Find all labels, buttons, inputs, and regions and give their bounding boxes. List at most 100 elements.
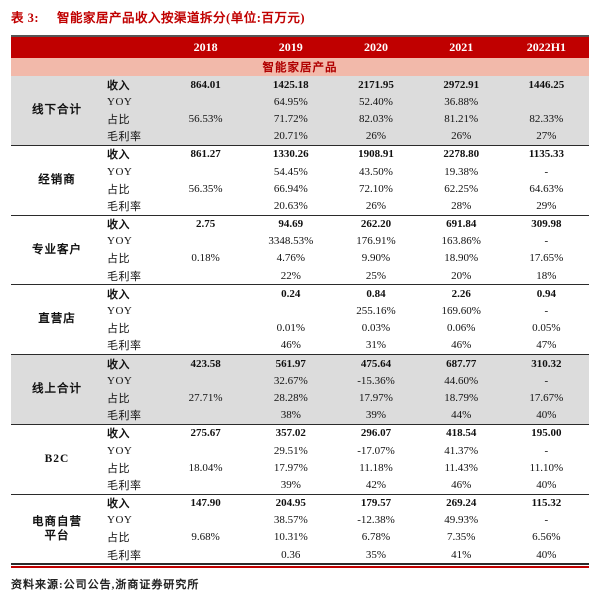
value-cell: 38.57% [273,514,308,527]
value-cell: 179.57 [360,497,392,510]
table-bottom-rule-red [11,566,589,569]
value-cell: 2278.80 [443,148,480,161]
value-cell: 71.72% [273,112,308,125]
year-header-2019: 2019 [278,40,303,54]
year-header-2020: 2020 [363,40,388,54]
value-cell: 864.01 [190,78,221,91]
value-cell [163,93,248,110]
year-header-row: 2018 2019 2020 2021 2022H1 [11,37,589,58]
value-cell: - [544,235,549,248]
table-bottom-rule-gap [11,565,589,567]
group-label: 专业客户 [11,216,103,285]
value-cell: 475.64 [360,357,392,370]
value-cell: 0.05% [532,322,561,335]
value-cell [163,128,248,145]
channel-group: B2C 收入 275.67 357.02 296.07 418.54 195.00 YOY 29… [11,423,589,494]
value-cell: 46% [451,339,472,352]
value-cell: 0.84 [366,287,386,300]
value-cell: 40% [536,548,557,561]
group-label-text: 电商自营平台 [32,515,82,542]
metric-label: YOY [107,444,133,457]
value-cell: 46% [280,339,301,352]
value-cell: 56.35% [188,182,223,195]
value-cell [163,197,248,214]
value-cell: 176.91% [356,235,396,248]
metric-label: YOY [107,514,133,527]
group-label-text: 专业客户 [32,243,82,256]
value-cell [163,302,248,319]
value-cell: 18.04% [188,461,223,474]
metric-label: 收入 [107,149,130,162]
value-cell: 20.63% [273,199,308,212]
value-cell: 1908.91 [358,148,394,161]
value-cell: - [544,305,549,318]
value-cell: 66.94% [273,182,308,195]
value-cell: 1330.26 [272,148,309,161]
value-cell: 27.71% [188,391,223,404]
value-cell: 1135.33 [528,148,564,161]
value-cell [163,442,248,459]
value-cell: 195.00 [531,427,562,440]
value-cell: 28% [451,199,472,212]
value-cell: 6.78% [361,531,391,544]
value-cell: 0.01% [276,322,305,335]
value-cell: 1425.18 [272,78,309,91]
table-body: 线下合计 收入 864.01 1425.18 2171.95 2972.91 1446.25… [11,76,589,563]
metric-label: 占比 [107,253,130,266]
year-header-2021: 2021 [449,40,474,54]
metric-label: YOY [107,165,133,178]
value-cell: 52.40% [359,95,393,108]
value-cell: 3348.53% [268,235,314,248]
metric-label: 收入 [107,219,130,232]
group-label-text: 经销商 [38,173,76,186]
group-label: 线下合计 [11,76,103,145]
value-cell: 310.32 [531,357,562,370]
value-cell: 11.43% [444,461,478,474]
value-cell: 275.67 [190,427,221,440]
value-cell: 49.93% [444,514,479,527]
value-cell: 82.03% [359,112,393,125]
value-cell: 0.24 [281,287,301,300]
value-cell [163,233,248,250]
value-cell: 0.94 [536,287,557,300]
value-cell [248,302,333,319]
value-cell: 42% [365,478,387,491]
value-cell: 40% [536,409,557,422]
channel-group: 直营店 收入 0.24 0.84 2.26 0.94 YOY 255.16% 169.60% - 占… [11,284,589,354]
group-label: B2C [11,425,103,494]
value-cell: 9.68% [191,531,220,544]
value-cell: 357.02 [275,427,306,440]
value-cell: 41% [451,548,472,561]
value-cell: 29.51% [273,444,308,457]
table-title-prefix: 表 3: [11,11,40,25]
value-cell: 20% [451,269,472,282]
value-cell: 40% [536,478,557,491]
value-cell: 44.60% [444,374,479,387]
value-cell: - [544,514,549,527]
value-cell: - [544,165,549,178]
value-cell: 41.37% [444,444,479,457]
metric-label: 毛利率 [107,549,142,562]
value-cell: 46% [451,478,472,491]
value-cell: 64.63% [529,182,564,195]
value-cell: 94.69 [278,218,304,231]
metric-label: 收入 [107,288,130,301]
value-cell: 32.67% [273,374,308,387]
metric-label: 毛利率 [107,270,142,283]
value-cell [504,93,589,110]
year-header-2022h1: 2022H1 [526,40,567,54]
metric-label: 毛利率 [107,340,142,353]
value-cell: 0.18% [191,252,220,265]
value-cell: 423.58 [190,357,221,370]
value-cell: 56.53% [188,112,223,125]
value-cell: 2972.91 [443,78,480,91]
value-cell [163,476,248,493]
value-cell: 26% [365,199,387,212]
value-cell: 39% [280,478,301,491]
value-cell: 163.86% [441,235,481,248]
value-cell: 17.65% [529,252,564,265]
value-cell [163,267,248,284]
value-cell [163,546,248,563]
value-cell [163,512,248,529]
